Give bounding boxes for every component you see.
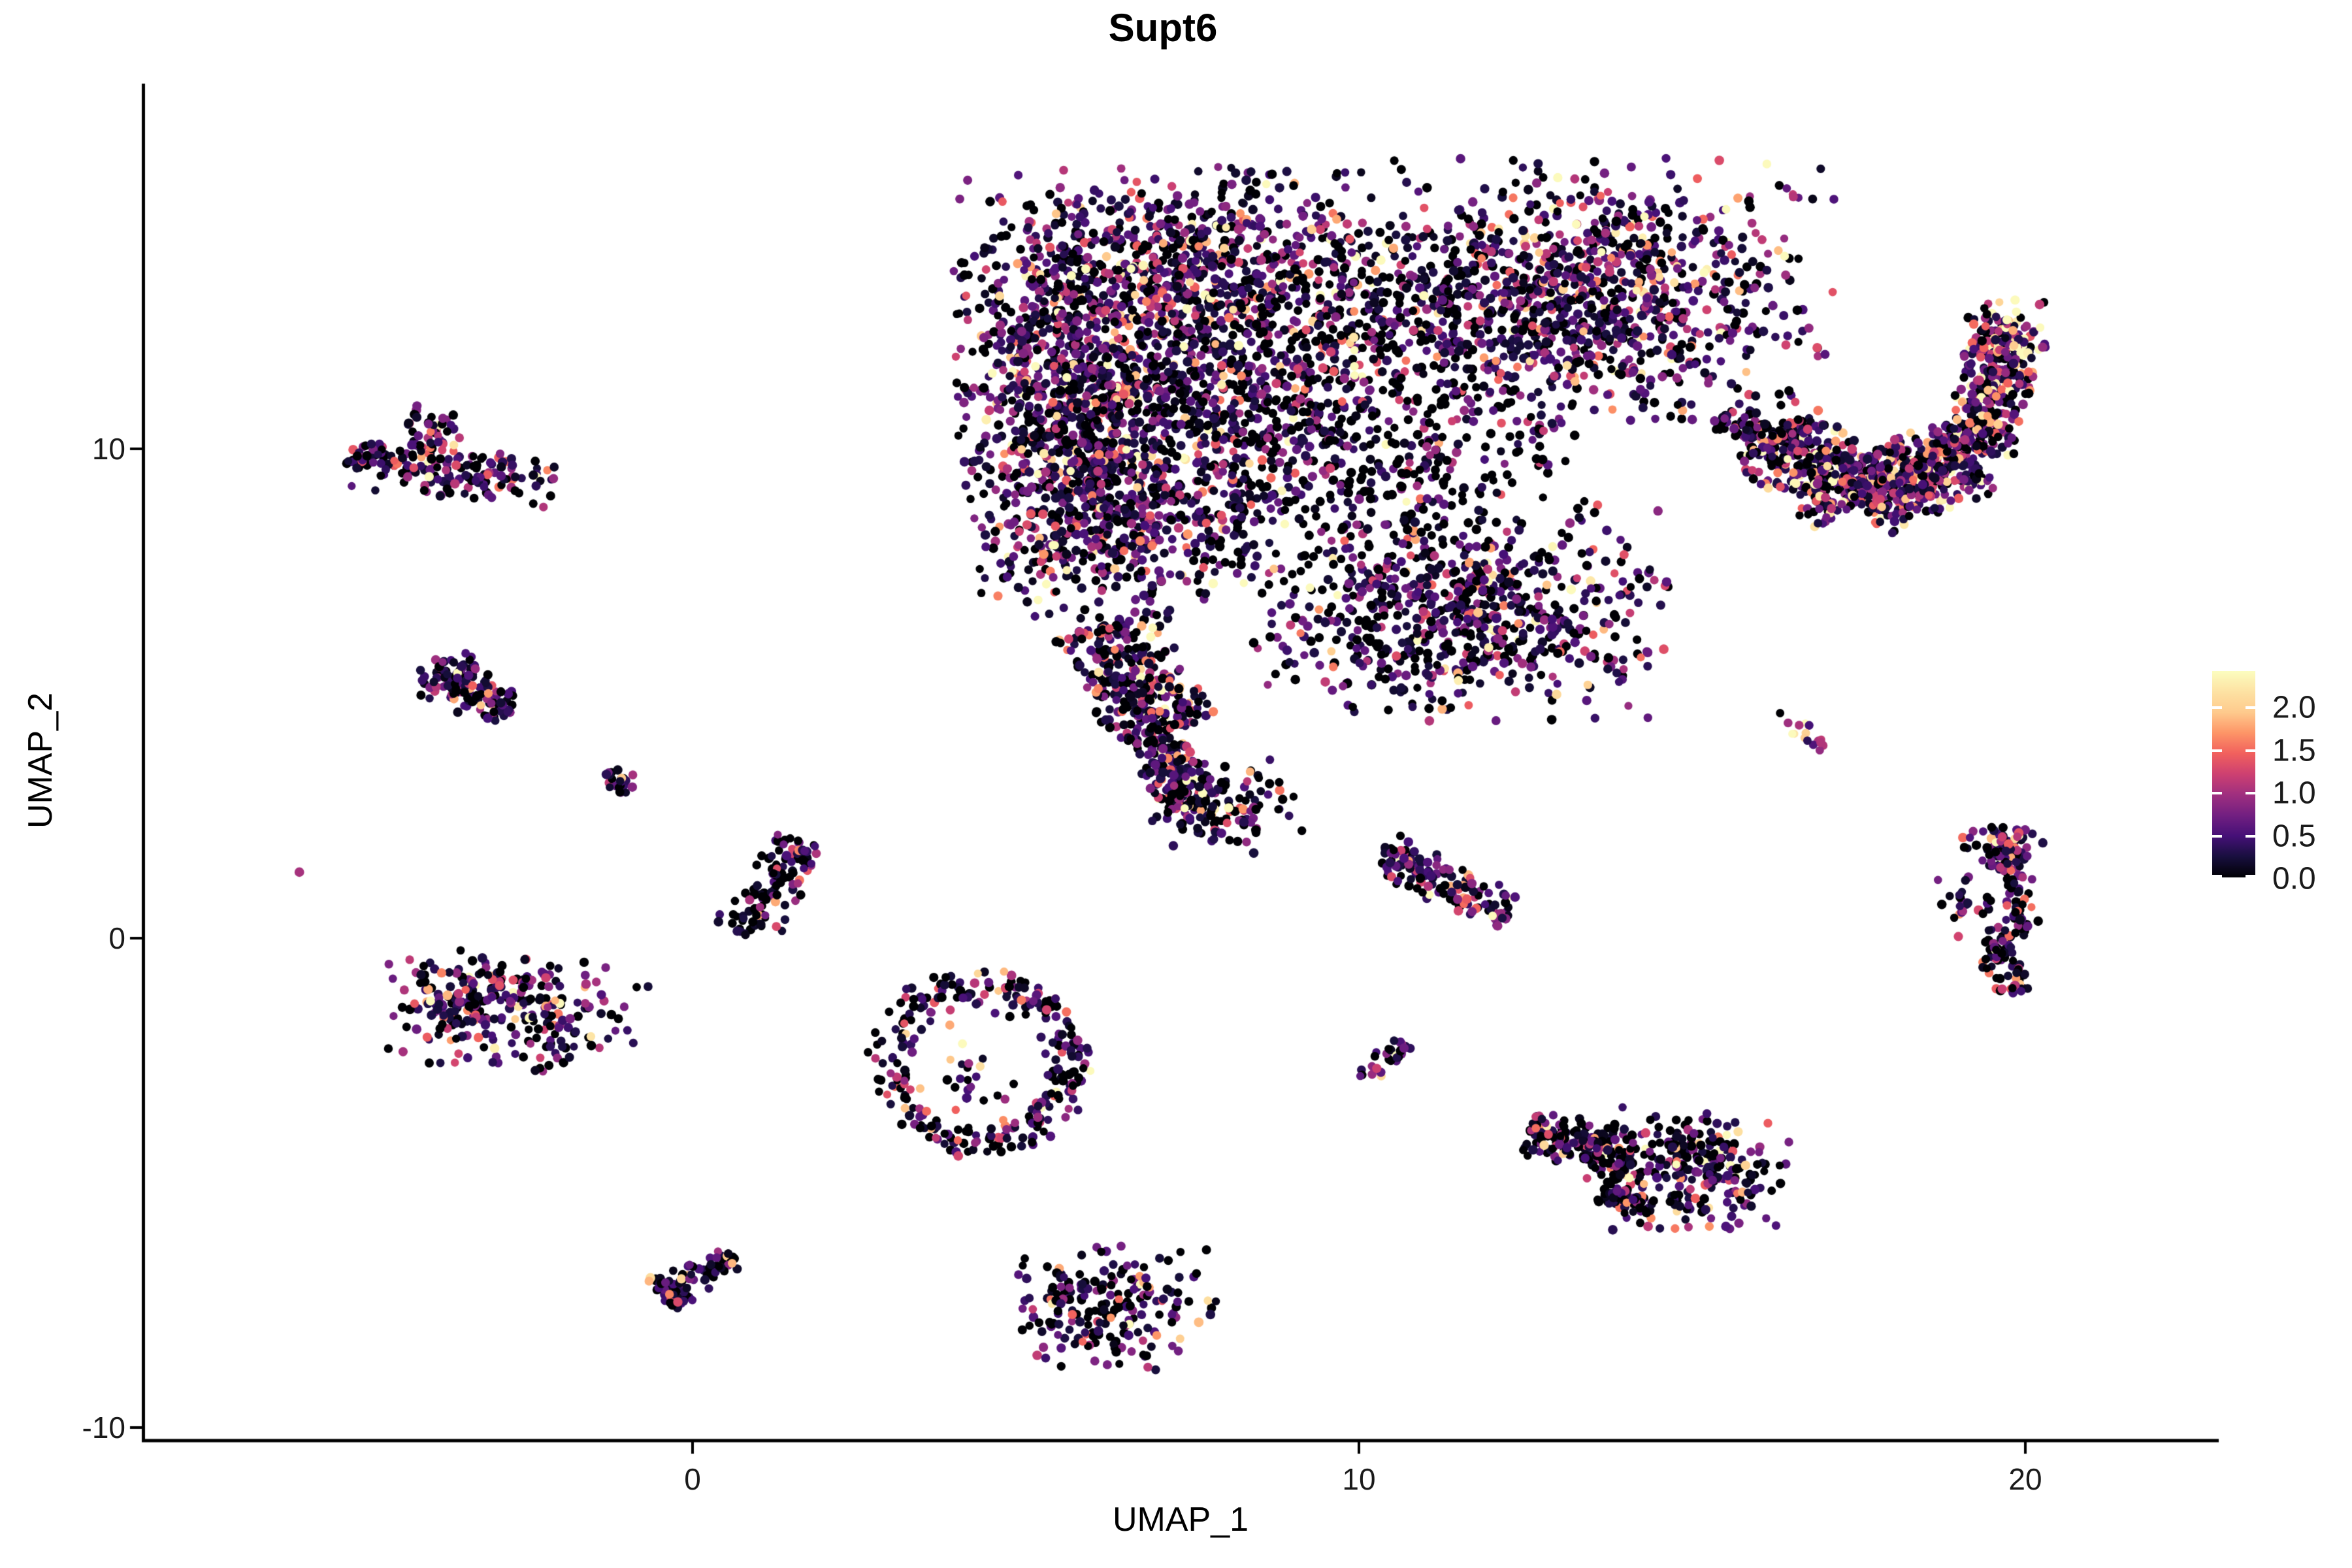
y-tick-label-10: 10 (91, 432, 125, 466)
y-tick-label-0: 0 (108, 921, 125, 955)
legend-tick-mark (2212, 792, 2222, 794)
plot-title: Supt6 (1108, 6, 1218, 50)
legend-label-2.0: 2.0 (2272, 690, 2316, 725)
legend-label-0.0: 0.0 (2272, 861, 2316, 896)
x-tick-label-10: 10 (1342, 1462, 1376, 1496)
legend-tick-mark (2246, 706, 2255, 709)
legend-tick-mark (2246, 875, 2255, 877)
y-axis-title: UMAP_2 (22, 692, 59, 829)
legend-label-1.5: 1.5 (2272, 733, 2316, 768)
legend-label-1.0: 1.0 (2272, 776, 2316, 811)
legend-tick-mark (2212, 875, 2222, 877)
legend-tick-mark (2246, 749, 2255, 752)
legend-tick-mark (2246, 792, 2255, 794)
x-tick-label-20: 20 (2008, 1462, 2042, 1496)
legend-tick-mark (2212, 749, 2222, 752)
x-tick-label-0: 0 (684, 1462, 701, 1496)
x-axis-title: UMAP_1 (1112, 1501, 1249, 1539)
y-tick-label-neg10: -10 (82, 1411, 125, 1445)
legend-gradient-bar (2212, 671, 2255, 877)
legend-label-0.5: 0.5 (2272, 819, 2316, 853)
legend-tick-mark (2212, 834, 2222, 838)
legend-tick-mark (2246, 834, 2255, 838)
legend-tick-mark (2212, 706, 2222, 709)
